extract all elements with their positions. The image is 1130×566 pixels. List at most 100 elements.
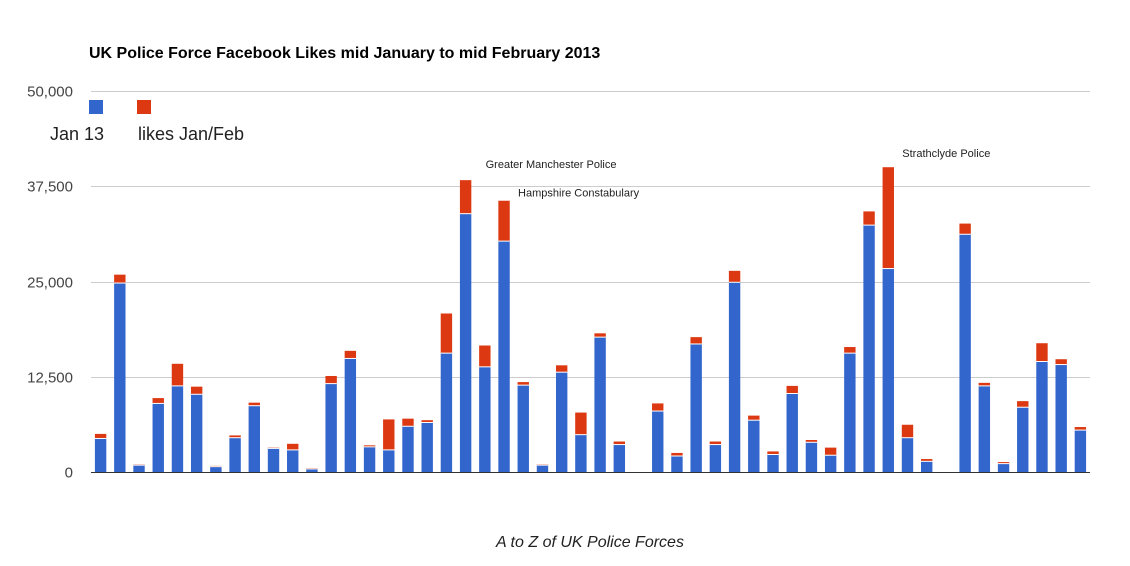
bar-jan13 bbox=[325, 383, 337, 472]
bar-likes-jan-feb bbox=[652, 403, 664, 412]
bar-jan13 bbox=[133, 465, 145, 472]
bar-likes-jan-feb bbox=[229, 435, 241, 438]
bar-likes-jan-feb bbox=[498, 200, 510, 242]
bar-jan13 bbox=[1055, 364, 1067, 472]
bar-jan13 bbox=[1074, 430, 1087, 472]
bar-likes-jan-feb bbox=[690, 337, 702, 344]
bar-jan13 bbox=[844, 353, 856, 472]
annotation-label: Hampshire Constabulary bbox=[518, 188, 640, 200]
bar-jan13 bbox=[190, 394, 203, 472]
bar-jan13 bbox=[248, 405, 260, 472]
bar-likes-jan-feb bbox=[594, 333, 606, 338]
bar-likes-jan-feb bbox=[921, 459, 933, 462]
bar-jan13 bbox=[152, 403, 164, 472]
bar-jan13 bbox=[459, 213, 472, 472]
bar-jan13 bbox=[824, 455, 837, 472]
bar-jan13 bbox=[114, 283, 126, 472]
y-tick-label: 37,500 bbox=[27, 179, 73, 196]
bar-jan13 bbox=[786, 393, 798, 472]
bar-jan13 bbox=[863, 225, 875, 472]
bar-likes-jan-feb bbox=[517, 382, 529, 386]
bar-jan13 bbox=[978, 385, 991, 472]
bar-likes-jan-feb bbox=[402, 418, 414, 427]
bar-jan13 bbox=[440, 353, 453, 472]
bar-jan13 bbox=[613, 444, 626, 472]
legend-swatch-likes bbox=[137, 100, 151, 114]
bar-jan13 bbox=[728, 282, 741, 472]
bar-likes-jan-feb bbox=[844, 347, 856, 354]
bar-jan13 bbox=[344, 358, 357, 472]
bar-likes-jan-feb bbox=[363, 445, 376, 447]
bar-jan13 bbox=[306, 468, 318, 472]
bar-likes-jan-feb bbox=[248, 402, 260, 406]
bar-jan13 bbox=[882, 268, 894, 472]
bar-likes-jan-feb bbox=[786, 385, 798, 394]
bar-jan13 bbox=[767, 454, 779, 472]
y-tick-label: 0 bbox=[65, 465, 73, 482]
bar-jan13 bbox=[671, 455, 683, 472]
bar-jan13 bbox=[421, 422, 433, 472]
bar-likes-jan-feb bbox=[805, 439, 818, 443]
bar-jan13 bbox=[498, 241, 510, 472]
bar-likes-jan-feb bbox=[767, 451, 779, 455]
bar-likes-jan-feb bbox=[555, 365, 568, 373]
bar-jan13 bbox=[363, 446, 376, 472]
bar-jan13 bbox=[229, 437, 241, 472]
gridlines bbox=[91, 91, 1090, 473]
bar-likes-jan-feb bbox=[978, 382, 991, 386]
bar-jan13 bbox=[959, 234, 971, 472]
annotations: Greater Manchester Police Hampshire Const… bbox=[486, 148, 991, 200]
bar-jan13 bbox=[690, 343, 702, 472]
bar-likes-jan-feb bbox=[863, 211, 875, 226]
bar-likes-jan-feb bbox=[1036, 343, 1048, 362]
y-axis-ticks: 0 12,500 25,000 37,500 50,000 bbox=[27, 84, 73, 482]
bar-likes-jan-feb bbox=[1074, 427, 1087, 431]
annotation-label: Strathclyde Police bbox=[902, 148, 990, 160]
bar-jan13 bbox=[383, 449, 395, 472]
bar-jan13 bbox=[997, 463, 1010, 472]
bar-jan13 bbox=[402, 426, 414, 472]
bar-jan13 bbox=[267, 448, 280, 472]
bar-jan13 bbox=[171, 385, 184, 472]
bar-likes-jan-feb bbox=[824, 447, 837, 456]
bar-likes-jan-feb bbox=[94, 433, 107, 439]
bar-likes-jan-feb bbox=[383, 419, 395, 450]
bar-jan13 bbox=[555, 372, 568, 472]
bar-likes-jan-feb bbox=[613, 441, 626, 445]
bar-likes-jan-feb bbox=[1055, 359, 1067, 365]
bar-likes-jan-feb bbox=[421, 420, 433, 423]
y-tick-label: 25,000 bbox=[27, 275, 73, 292]
bar-likes-jan-feb bbox=[287, 443, 299, 450]
bar-likes-jan-feb bbox=[575, 412, 587, 435]
bar-jan13 bbox=[921, 461, 933, 472]
bar-jan13 bbox=[94, 438, 107, 472]
bars bbox=[94, 167, 1087, 472]
bar-jan13 bbox=[901, 437, 914, 472]
x-axis-label: A to Z of UK Police Forces bbox=[496, 534, 684, 551]
legend-label-likes: likes Jan/Feb bbox=[138, 124, 245, 144]
legend-label-jan13: Jan 13 bbox=[50, 124, 105, 144]
bar-jan13 bbox=[536, 465, 549, 472]
bar-jan13 bbox=[594, 337, 606, 472]
bar-jan13 bbox=[287, 449, 299, 472]
bar-jan13 bbox=[575, 434, 587, 472]
bar-jan13 bbox=[652, 411, 664, 472]
bar-likes-jan-feb bbox=[671, 452, 683, 456]
bar-likes-jan-feb bbox=[709, 441, 722, 445]
bar-jan13 bbox=[479, 366, 491, 472]
bar-likes-jan-feb bbox=[748, 415, 760, 421]
bar-likes-jan-feb bbox=[997, 462, 1010, 464]
bar-likes-jan-feb bbox=[152, 398, 164, 404]
bar-likes-jan-feb bbox=[325, 375, 337, 384]
legend-swatch-jan13 bbox=[89, 100, 103, 114]
bar-jan13 bbox=[210, 466, 222, 472]
bar-jan13 bbox=[1036, 361, 1048, 472]
bar-likes-jan-feb bbox=[190, 386, 203, 395]
chart-title: UK Police Force Facebook Likes mid Janua… bbox=[89, 45, 601, 62]
bar-likes-jan-feb bbox=[440, 313, 453, 354]
bar-jan13 bbox=[1017, 407, 1029, 472]
bar-likes-jan-feb bbox=[901, 424, 914, 438]
bar-jan13 bbox=[709, 444, 722, 472]
y-tick-label: 12,500 bbox=[27, 370, 73, 387]
